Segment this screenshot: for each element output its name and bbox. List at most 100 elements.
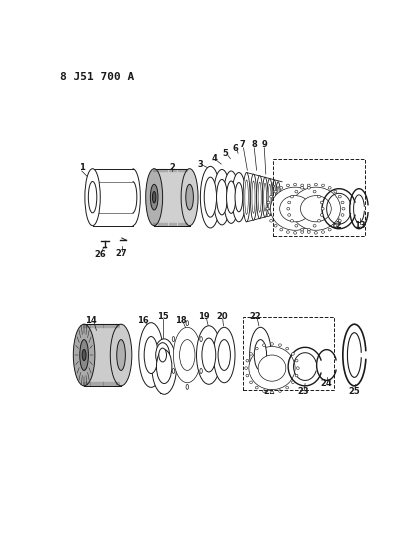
Text: 6: 6 xyxy=(233,144,239,153)
Ellipse shape xyxy=(250,327,271,383)
Ellipse shape xyxy=(313,224,316,227)
Ellipse shape xyxy=(280,228,283,231)
Ellipse shape xyxy=(156,343,170,367)
Ellipse shape xyxy=(338,220,341,222)
Ellipse shape xyxy=(280,196,311,222)
Text: 5: 5 xyxy=(222,149,228,158)
Ellipse shape xyxy=(250,381,253,384)
Ellipse shape xyxy=(274,224,277,227)
Ellipse shape xyxy=(297,367,299,369)
Ellipse shape xyxy=(276,182,281,213)
Ellipse shape xyxy=(288,201,291,204)
Ellipse shape xyxy=(271,343,274,345)
Ellipse shape xyxy=(73,324,95,386)
Text: 24: 24 xyxy=(320,379,332,388)
Ellipse shape xyxy=(280,187,283,189)
Text: 10: 10 xyxy=(281,221,293,230)
Ellipse shape xyxy=(257,175,263,219)
Text: 25: 25 xyxy=(349,387,360,395)
Ellipse shape xyxy=(307,231,310,233)
Ellipse shape xyxy=(328,228,331,231)
Ellipse shape xyxy=(292,353,294,355)
Ellipse shape xyxy=(291,187,340,230)
Ellipse shape xyxy=(243,173,250,222)
Ellipse shape xyxy=(262,344,265,346)
Ellipse shape xyxy=(273,185,276,209)
Ellipse shape xyxy=(255,386,258,389)
Text: 7: 7 xyxy=(239,140,245,149)
Ellipse shape xyxy=(321,207,324,210)
Ellipse shape xyxy=(139,322,164,387)
Ellipse shape xyxy=(268,184,271,210)
Ellipse shape xyxy=(204,177,217,217)
Ellipse shape xyxy=(213,327,235,383)
Text: 9: 9 xyxy=(261,140,267,149)
Text: 17: 17 xyxy=(158,387,170,395)
Ellipse shape xyxy=(286,184,289,187)
Ellipse shape xyxy=(197,326,221,384)
Text: 11: 11 xyxy=(310,221,322,230)
Ellipse shape xyxy=(150,184,158,210)
Ellipse shape xyxy=(186,384,189,390)
Ellipse shape xyxy=(295,359,298,362)
Text: 14: 14 xyxy=(85,316,97,325)
Ellipse shape xyxy=(301,187,304,189)
Ellipse shape xyxy=(290,220,293,222)
Ellipse shape xyxy=(266,207,269,210)
Text: 4: 4 xyxy=(211,154,217,163)
Ellipse shape xyxy=(146,168,163,225)
Ellipse shape xyxy=(338,196,341,198)
Ellipse shape xyxy=(270,220,273,222)
Text: 3: 3 xyxy=(197,159,203,168)
Ellipse shape xyxy=(267,179,272,216)
Ellipse shape xyxy=(173,327,201,383)
Bar xyxy=(273,159,365,236)
Bar xyxy=(243,317,335,390)
Ellipse shape xyxy=(318,220,321,222)
Ellipse shape xyxy=(82,350,86,360)
Ellipse shape xyxy=(313,190,316,193)
Bar xyxy=(84,324,121,386)
Ellipse shape xyxy=(301,228,304,231)
Ellipse shape xyxy=(258,355,286,381)
Text: 8 J51 700 A: 8 J51 700 A xyxy=(60,71,134,82)
Ellipse shape xyxy=(295,374,298,377)
Ellipse shape xyxy=(288,214,291,216)
Ellipse shape xyxy=(328,187,331,189)
Text: 19: 19 xyxy=(199,312,210,321)
Ellipse shape xyxy=(295,224,298,227)
Ellipse shape xyxy=(271,391,274,393)
Ellipse shape xyxy=(200,336,202,342)
Text: 15: 15 xyxy=(157,312,169,321)
Text: 16: 16 xyxy=(137,316,148,325)
Ellipse shape xyxy=(110,324,132,386)
Ellipse shape xyxy=(341,214,344,216)
Text: 1: 1 xyxy=(79,164,85,172)
Ellipse shape xyxy=(88,182,97,213)
Ellipse shape xyxy=(270,196,273,198)
Ellipse shape xyxy=(159,348,166,362)
Ellipse shape xyxy=(80,340,89,370)
Ellipse shape xyxy=(172,336,175,342)
Ellipse shape xyxy=(279,390,281,392)
Ellipse shape xyxy=(157,350,172,384)
Ellipse shape xyxy=(223,171,239,223)
Ellipse shape xyxy=(294,183,297,186)
Text: 13: 13 xyxy=(354,221,365,230)
Ellipse shape xyxy=(294,231,297,234)
Ellipse shape xyxy=(272,180,276,214)
Ellipse shape xyxy=(341,201,344,204)
Text: 21: 21 xyxy=(263,387,275,397)
Text: 26: 26 xyxy=(94,249,106,259)
Ellipse shape xyxy=(264,183,267,211)
Ellipse shape xyxy=(200,368,202,374)
Ellipse shape xyxy=(227,181,236,213)
Ellipse shape xyxy=(217,180,227,215)
Ellipse shape xyxy=(320,201,323,204)
Ellipse shape xyxy=(286,348,288,350)
Ellipse shape xyxy=(245,180,248,214)
Ellipse shape xyxy=(255,348,258,350)
Ellipse shape xyxy=(152,191,156,203)
Ellipse shape xyxy=(85,168,100,225)
Ellipse shape xyxy=(307,228,310,231)
